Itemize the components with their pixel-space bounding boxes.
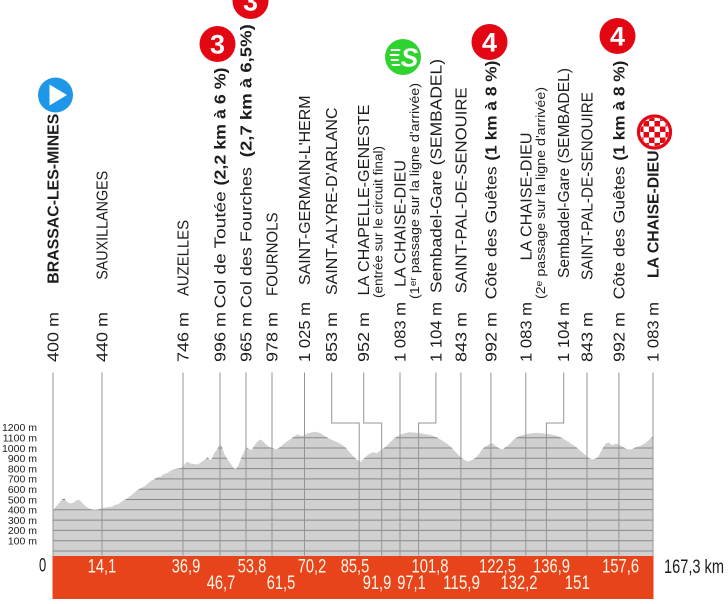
- svg-text:85,5: 85,5: [341, 557, 370, 578]
- svg-text:(1 km à 8 %): (1 km à 8 %): [483, 61, 500, 161]
- svg-text:14,1: 14,1: [88, 557, 117, 578]
- svg-text:1 083 m: 1 083 m: [518, 302, 535, 362]
- svg-text:4: 4: [482, 28, 497, 58]
- svg-text:500 m: 500 m: [8, 494, 37, 506]
- svg-text:Côte des Guêtes: Côte des Guêtes: [483, 166, 500, 299]
- svg-text:3: 3: [243, 0, 258, 17]
- svg-text:97,1: 97,1: [397, 573, 426, 594]
- svg-text:Sembadel-Gare (SEMBADEL): Sembadel-Gare (SEMBADEL): [556, 68, 573, 278]
- svg-text:(1er passage sur la ligne d'ar: (1er passage sur la ligne d'arrivée): [408, 83, 422, 299]
- svg-text:1 025 m: 1 025 m: [297, 302, 314, 362]
- svg-text:SAINT-ALYRE-D'ARLANC: SAINT-ALYRE-D'ARLANC: [324, 108, 341, 296]
- svg-text:1 104 m: 1 104 m: [556, 302, 573, 362]
- svg-text:1 083 m: 1 083 m: [646, 302, 663, 362]
- svg-text:SAINT-PAL-DE-SENOUIRE: SAINT-PAL-DE-SENOUIRE: [453, 87, 470, 293]
- svg-text:167,3 km: 167,3 km: [664, 557, 724, 578]
- svg-text:Col des Fourches: Col des Fourches: [239, 167, 256, 308]
- svg-text:100 m: 100 m: [8, 536, 37, 548]
- svg-text:400 m: 400 m: [46, 312, 63, 362]
- svg-text:S: S: [401, 43, 419, 73]
- svg-text:(2,2 km à 6 %): (2,2 km à 6 %): [213, 68, 230, 186]
- svg-text:46,7: 46,7: [207, 573, 236, 594]
- svg-text:SAINT-PAL-DE-SENOUIRE: SAINT-PAL-DE-SENOUIRE: [580, 92, 597, 280]
- svg-text:965 m: 965 m: [239, 312, 256, 362]
- svg-text:952 m: 952 m: [356, 312, 373, 362]
- svg-text:1 083 m: 1 083 m: [393, 302, 410, 362]
- svg-text:Col de Toutée: Col de Toutée: [213, 191, 230, 308]
- svg-text:91,9: 91,9: [363, 573, 392, 594]
- svg-text:0: 0: [39, 556, 46, 577]
- svg-text:3: 3: [210, 30, 225, 60]
- svg-text:SAINT-GERMAIN-L'HERM: SAINT-GERMAIN-L'HERM: [297, 96, 314, 286]
- svg-text:700 m: 700 m: [8, 474, 37, 486]
- svg-text:AUZELLES: AUZELLES: [176, 220, 193, 296]
- svg-text:(1 km à 8 %): (1 km à 8 %): [611, 61, 628, 161]
- svg-text:61,5: 61,5: [267, 573, 296, 594]
- svg-text:LA CHAISE-DIEU: LA CHAISE-DIEU: [518, 133, 535, 261]
- svg-text:151: 151: [565, 573, 590, 594]
- svg-text:843 m: 843 m: [453, 312, 470, 362]
- svg-text:800 m: 800 m: [8, 463, 37, 475]
- svg-text:LA CHAISE-DIEU: LA CHAISE-DIEU: [393, 160, 410, 287]
- svg-text:(entrée sur le circuit final): (entrée sur le circuit final): [372, 146, 386, 298]
- svg-text:440 m: 440 m: [95, 312, 112, 362]
- svg-text:BRASSAC-LES-MINES: BRASSAC-LES-MINES: [46, 113, 63, 283]
- svg-text:101,8: 101,8: [412, 557, 449, 578]
- svg-text:LA CHAPELLE-GENESTE: LA CHAPELLE-GENESTE: [356, 105, 373, 296]
- svg-text:992 m: 992 m: [483, 312, 500, 362]
- svg-text:600 m: 600 m: [8, 484, 37, 496]
- svg-text:53,8: 53,8: [238, 557, 267, 578]
- svg-text:LA CHAISE-DIEU: LA CHAISE-DIEU: [646, 151, 663, 279]
- svg-text:Côte des Guêtes: Côte des Guêtes: [611, 166, 628, 299]
- svg-text:36,9: 36,9: [172, 557, 201, 578]
- svg-text:978 m: 978 m: [265, 312, 282, 362]
- svg-text:(2,7 km à 6,5%): (2,7 km à 6,5%): [239, 24, 256, 157]
- svg-text:SAUXILLANGES: SAUXILLANGES: [95, 171, 112, 280]
- svg-text:996 m: 996 m: [213, 312, 230, 362]
- svg-text:157,6: 157,6: [602, 557, 639, 578]
- svg-text:1100 m: 1100 m: [3, 433, 37, 445]
- svg-text:115,9: 115,9: [443, 573, 480, 594]
- svg-text:70,2: 70,2: [298, 557, 327, 578]
- svg-text:992 m: 992 m: [611, 312, 628, 362]
- svg-text:200 m: 200 m: [8, 525, 37, 537]
- svg-text:1 104 m: 1 104 m: [428, 302, 445, 362]
- svg-text:300 m: 300 m: [8, 515, 37, 527]
- svg-text:900 m: 900 m: [8, 453, 37, 465]
- svg-text:1000 m: 1000 m: [2, 443, 37, 455]
- svg-text:843 m: 843 m: [580, 312, 597, 362]
- svg-text:746 m: 746 m: [176, 312, 193, 362]
- svg-text:FOURNOLS: FOURNOLS: [265, 213, 282, 297]
- svg-text:122,5: 122,5: [479, 557, 516, 578]
- svg-text:1200 m: 1200 m: [2, 422, 37, 434]
- svg-text:(2e passage sur la ligne d'arr: (2e passage sur la ligne d'arrivée): [534, 87, 548, 299]
- svg-text:400 m: 400 m: [8, 505, 37, 517]
- svg-text:853 m: 853 m: [324, 312, 341, 362]
- svg-text:4: 4: [610, 22, 625, 52]
- svg-text:132,2: 132,2: [501, 573, 538, 594]
- svg-text:Sembadel-Gare (SEMBADEL): Sembadel-Gare (SEMBADEL): [428, 59, 445, 293]
- svg-text:136,9: 136,9: [533, 557, 570, 578]
